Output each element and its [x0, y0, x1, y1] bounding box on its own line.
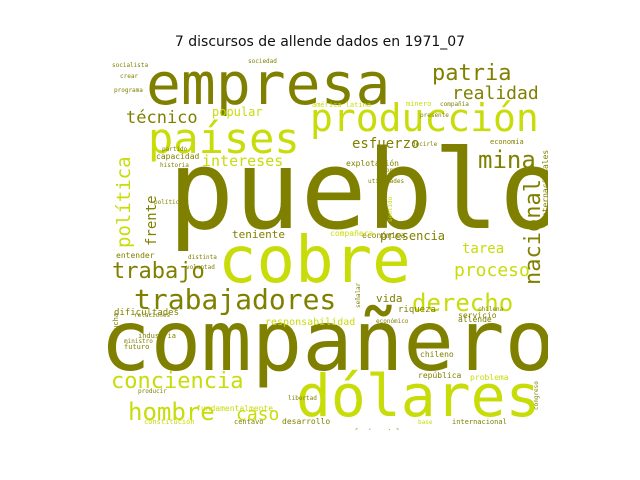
word-32: riqueza — [398, 305, 436, 315]
word-43: desarrollo — [282, 417, 330, 426]
word-56: lucha — [112, 313, 120, 334]
word-17: proceso — [454, 260, 530, 281]
word-57: base — [418, 419, 433, 426]
word-70: sentido — [387, 196, 394, 222]
word-23: frente — [144, 195, 160, 246]
word-19: caso — [236, 404, 279, 425]
word-60: voluntad — [186, 264, 215, 271]
word-44: centavo — [234, 418, 264, 426]
word-73: distinta — [188, 254, 217, 261]
word-38: compañera — [330, 229, 374, 238]
word-34: explotación — [346, 158, 399, 168]
word-71: chilena — [478, 306, 504, 313]
word-15: realidad — [452, 83, 539, 104]
word-7: trabajadores — [134, 283, 336, 316]
word-53: compañía — [440, 101, 469, 108]
word-37: allende — [458, 315, 492, 324]
word-13: mina — [478, 146, 536, 174]
word-46: internacional — [452, 418, 507, 426]
word-14: nacional — [521, 179, 546, 285]
word-27: vida — [376, 292, 403, 305]
word-48: industria — [138, 332, 176, 340]
word-68: utilidades — [368, 178, 405, 185]
word-39: problema — [470, 373, 509, 382]
word-4: dólares — [296, 362, 540, 430]
word-1: compañero — [100, 292, 555, 390]
word-12: patria — [432, 61, 511, 86]
word-69: económico — [376, 318, 409, 325]
word-cloud-words: pueblo compañero empresa cobre dólares países… — [100, 50, 565, 436]
word-5: países — [148, 114, 300, 163]
word-29: fundamentalmente — [196, 404, 273, 413]
word-55: partido — [162, 146, 188, 153]
word-11: trabajo — [112, 259, 205, 284]
word-67: señalar — [355, 282, 362, 308]
word-65: sociedad — [248, 58, 277, 65]
word-51: economía — [490, 138, 524, 146]
word-22: tarea — [462, 241, 504, 257]
word-35: capacidad — [156, 152, 200, 161]
word-20: intereses — [202, 152, 283, 170]
word-75: libertad — [288, 395, 317, 402]
word-24: presencia — [380, 229, 445, 243]
word-6: producción — [310, 96, 539, 140]
word-33: económica — [362, 230, 406, 240]
word-8: hombre — [128, 398, 215, 426]
word-40: república — [418, 371, 462, 380]
word-10: derecho — [412, 289, 513, 317]
word-0: pueblo — [168, 126, 565, 254]
chart-title: 7 discursos de allende dados en 1971_07 — [174, 34, 466, 50]
word-36: entender — [116, 251, 155, 260]
word-52: américa latina — [312, 101, 371, 109]
word-58: congreso — [533, 381, 540, 410]
word-31: internacionales — [541, 150, 550, 222]
word-41: chileno — [420, 350, 454, 359]
word-21: esfuerzo — [352, 136, 419, 152]
word-72: crear — [120, 73, 138, 80]
word-9: conciencia — [111, 369, 243, 394]
word-42: servicio — [458, 311, 497, 320]
word-18: técnico — [126, 108, 198, 128]
word-61: relaciones — [134, 312, 171, 319]
word-47: constitución — [144, 418, 195, 426]
word-25: popular — [212, 105, 263, 119]
word-64: presente — [420, 112, 449, 119]
word-50: minero — [406, 100, 431, 108]
word-77: decirle — [412, 141, 438, 148]
word-2: empresa — [146, 50, 390, 118]
word-30: dificultades — [114, 308, 179, 318]
word-49: futuro — [124, 343, 149, 351]
word-63: programa — [114, 87, 143, 94]
word-76: producir — [138, 388, 167, 395]
word-54: obrero — [382, 167, 404, 174]
word-3: cobre — [218, 224, 411, 298]
word-59: ministro — [124, 338, 153, 345]
word-16: política — [113, 156, 135, 248]
word-62: socialista — [112, 62, 149, 69]
word-66: historia — [160, 162, 189, 169]
word-28: responsabilidad — [265, 317, 355, 328]
word-26: teniente — [232, 228, 285, 241]
word-45: fundamental — [354, 428, 400, 436]
word-74: político — [154, 199, 183, 206]
